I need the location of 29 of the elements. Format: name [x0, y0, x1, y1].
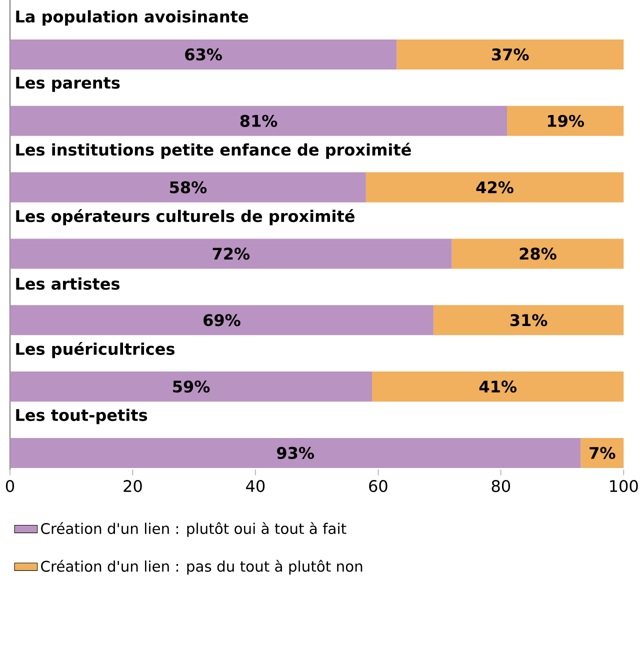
y-tick-label: Les institutions petite enfance de proximité [16, 142, 411, 159]
y-tick-label: La population avoisinante [16, 10, 248, 26]
y-tick-label: Les opérateurs culturels de proximité [16, 209, 354, 226]
data-label: 59% [172, 380, 210, 393]
x-tick-label: 60 [368, 480, 388, 492]
x-tick-label: 20 [124, 480, 142, 492]
data-label: 41% [479, 380, 516, 393]
y-tick-label: Les artistes [16, 277, 120, 290]
data-label: 7% [589, 446, 616, 460]
data-label: 63% [184, 48, 222, 61]
y-tick-label: Les tout-petits [16, 408, 147, 424]
x-tick-label: 40 [246, 480, 264, 492]
data-label: 93% [276, 446, 314, 460]
data-label: 19% [548, 114, 584, 127]
y-tick-label: Les puéricultrices [16, 342, 174, 358]
x-tick-label: 80 [492, 480, 510, 492]
x-tick-label: 100 [610, 480, 638, 492]
legend-label: Création d'un lien : plutôt oui à tout à fait [40, 522, 346, 537]
data-label: 72% [212, 248, 250, 260]
legend-label: Création d'un lien : pas du tout à plutôt non [40, 560, 362, 575]
data-label: 31% [510, 314, 548, 326]
data-label: 69% [203, 314, 240, 326]
data-label: 58% [170, 181, 206, 194]
y-tick-label: Les parents [16, 76, 120, 92]
data-label: 28% [520, 248, 556, 260]
data-label: 42% [476, 181, 514, 194]
data-label: 37% [492, 48, 529, 61]
data-label: 81% [240, 114, 278, 127]
x-tick-label: 0 [6, 480, 14, 492]
